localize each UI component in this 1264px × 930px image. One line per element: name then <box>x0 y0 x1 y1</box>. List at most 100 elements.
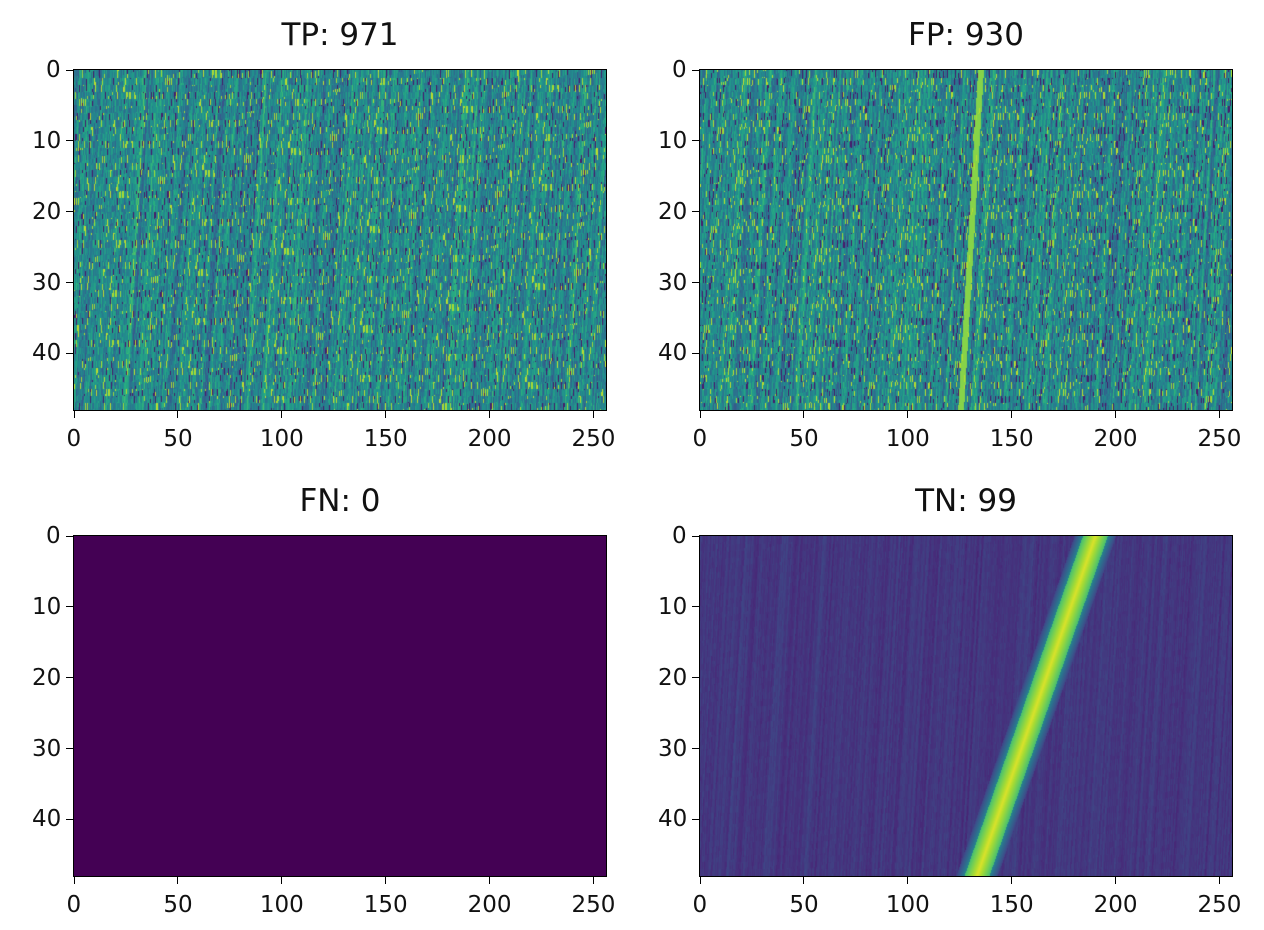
y-tick-mark <box>692 69 699 71</box>
y-tick-mark <box>66 140 73 142</box>
panel-title: FP: 930 <box>908 17 1024 53</box>
y-tick-label: 40 <box>658 806 688 833</box>
y-tick-label: 20 <box>658 198 688 225</box>
x-tick-label: 100 <box>259 426 304 452</box>
x-tick-label: 50 <box>163 892 193 918</box>
x-tick-label: 150 <box>989 892 1034 918</box>
x-tick-label: 250 <box>571 892 616 918</box>
y-tick-label: 10 <box>32 127 62 154</box>
y-tick-label: 30 <box>32 269 62 296</box>
x-tick-mark <box>1219 877 1221 884</box>
y-tick-mark <box>692 748 699 749</box>
x-tick-mark <box>177 411 179 418</box>
y-tick-mark <box>692 818 699 820</box>
y-tick-mark <box>66 352 73 354</box>
plot-area: 0 50 100 150 200 250 0 10 20 30 40 <box>32 523 615 918</box>
panel-title: FN: 0 <box>299 483 381 519</box>
heatmap-panel-tp: TP: 971 0 50 100 150 200 250 0 10 20 30 40 <box>32 17 615 452</box>
x-tick-label: 0 <box>66 892 82 918</box>
x-tick-label: 200 <box>1093 426 1138 452</box>
x-tick-mark <box>385 411 387 418</box>
x-tick-mark <box>699 411 701 418</box>
heatmap-image <box>74 536 606 876</box>
plot-area: 0 50 100 150 200 250 0 10 20 30 40 <box>658 523 1241 918</box>
y-tick-label: 30 <box>658 269 688 296</box>
x-tick-mark <box>281 411 283 418</box>
y-tick-label: 30 <box>658 735 688 762</box>
x-tick-mark <box>281 877 283 884</box>
x-tick-label: 150 <box>989 426 1034 452</box>
y-tick-label: 20 <box>32 664 62 691</box>
heatmap-panel-tn: TN: 99 0 50 100 150 200 250 0 10 20 30 40 <box>658 483 1241 918</box>
x-tick-mark <box>593 411 595 418</box>
x-tick-label: 0 <box>692 426 708 452</box>
x-tick-mark <box>907 411 909 418</box>
y-tick-mark <box>66 282 73 283</box>
x-tick-mark <box>1011 877 1013 884</box>
y-tick-label: 20 <box>658 664 688 691</box>
heatmap-panel-fp: FP: 930 0 50 100 150 200 250 0 10 20 30 40 <box>658 17 1241 452</box>
x-tick-mark <box>1219 411 1221 418</box>
y-tick-label: 40 <box>32 340 62 367</box>
x-tick-label: 250 <box>571 426 616 452</box>
y-tick-mark <box>692 140 699 142</box>
heatmap-panel-fn: FN: 0 0 50 100 150 200 250 0 10 20 30 40 <box>32 483 615 918</box>
x-tick-mark <box>489 877 491 884</box>
x-tick-mark <box>177 877 179 884</box>
y-tick-mark <box>692 535 699 537</box>
y-tick-mark <box>692 211 699 213</box>
x-tick-label: 150 <box>363 892 408 918</box>
y-tick-mark <box>66 748 73 749</box>
x-tick-mark <box>385 877 387 884</box>
y-tick-label: 20 <box>32 198 62 225</box>
y-tick-label: 10 <box>32 593 62 620</box>
heatmap-image <box>74 70 606 410</box>
y-tick-mark <box>692 606 699 608</box>
y-tick-label: 10 <box>658 593 688 620</box>
heatmap-image <box>700 536 1232 876</box>
plot-area: 0 50 100 150 200 250 0 10 20 30 40 <box>658 57 1241 452</box>
x-tick-label: 50 <box>163 426 193 452</box>
y-tick-label: 30 <box>32 735 62 762</box>
x-tick-label: 100 <box>259 892 304 918</box>
panel-title: TN: 99 <box>915 483 1017 519</box>
x-tick-mark <box>803 877 805 884</box>
y-tick-label: 40 <box>658 340 688 367</box>
y-tick-label: 0 <box>672 523 687 549</box>
x-tick-label: 0 <box>66 426 82 452</box>
x-tick-label: 200 <box>467 892 512 918</box>
y-tick-label: 0 <box>46 57 61 83</box>
plot-area: 0 50 100 150 200 250 0 10 20 30 40 <box>32 57 615 452</box>
y-tick-mark <box>66 211 73 213</box>
x-tick-mark <box>73 877 75 884</box>
x-tick-label: 200 <box>1093 892 1138 918</box>
x-tick-mark <box>489 411 491 418</box>
y-tick-mark <box>66 818 73 820</box>
x-tick-label: 250 <box>1197 426 1242 452</box>
x-tick-mark <box>699 877 701 884</box>
heatmap-image <box>700 70 1232 410</box>
x-tick-mark <box>1011 411 1013 418</box>
x-tick-label: 250 <box>1197 892 1242 918</box>
x-tick-label: 150 <box>363 426 408 452</box>
x-tick-mark <box>803 411 805 418</box>
y-tick-label: 0 <box>672 57 687 83</box>
y-tick-mark <box>66 606 73 608</box>
x-tick-label: 0 <box>692 892 708 918</box>
x-tick-label: 50 <box>789 426 819 452</box>
x-tick-mark <box>1115 411 1117 418</box>
x-tick-label: 100 <box>885 892 930 918</box>
x-tick-mark <box>593 877 595 884</box>
x-tick-mark <box>73 411 75 418</box>
y-tick-mark <box>692 352 699 354</box>
y-tick-label: 10 <box>658 127 688 154</box>
x-tick-label: 50 <box>789 892 819 918</box>
panel-title: TP: 971 <box>281 17 399 53</box>
y-tick-label: 40 <box>32 806 62 833</box>
y-tick-mark <box>692 282 699 283</box>
x-tick-mark <box>907 877 909 884</box>
y-tick-mark <box>66 677 73 679</box>
x-tick-mark <box>1115 877 1117 884</box>
x-tick-label: 100 <box>885 426 930 452</box>
y-tick-mark <box>66 535 73 537</box>
